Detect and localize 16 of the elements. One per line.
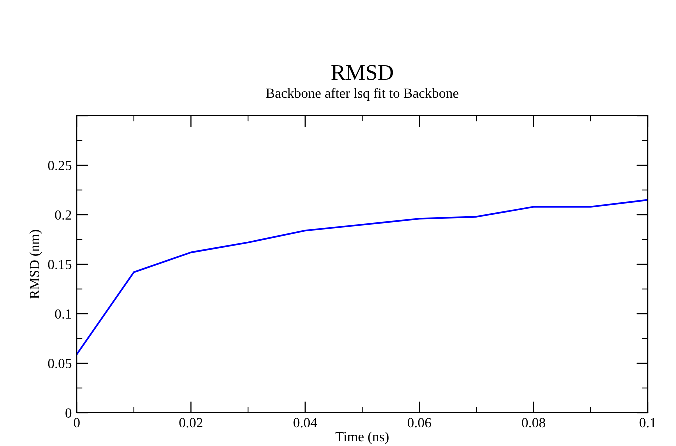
y-tick-label: 0 <box>66 408 72 418</box>
y-tick-label: 0.2 <box>55 210 72 220</box>
x-tick-label: 0.1 <box>640 418 656 428</box>
x-tick-label: 0 <box>74 418 80 428</box>
x-tick-label: 0.06 <box>408 418 432 428</box>
x-tick-label: 0.02 <box>180 418 203 428</box>
y-axis-title: RMSD (nm) <box>30 230 42 300</box>
y-tick-label: 0.1 <box>55 310 72 320</box>
x-axis-title: Time (ns) <box>336 432 389 444</box>
x-tick-label: 0.04 <box>294 418 318 428</box>
chart-title: RMSD <box>332 65 394 80</box>
y-tick-label: 0.15 <box>48 260 72 270</box>
chart-subtitle: Backbone after lsq fit to Backbone <box>266 88 459 101</box>
x-tick-label: 0.08 <box>522 418 546 428</box>
y-tick-label: 0.05 <box>48 359 72 369</box>
y-tick-label: 0.25 <box>48 161 72 171</box>
